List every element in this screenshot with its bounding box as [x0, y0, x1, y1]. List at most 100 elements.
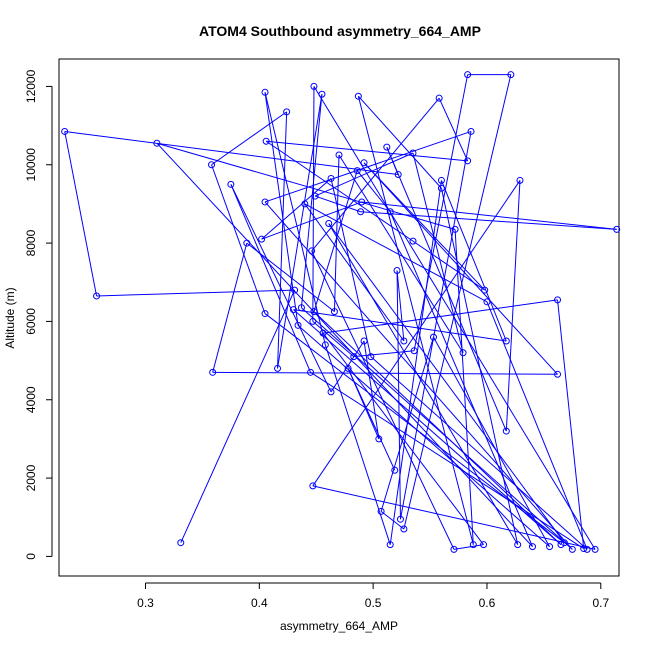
- data-point: [344, 364, 352, 372]
- data-point: [335, 151, 343, 159]
- series-segment: [293, 309, 507, 342]
- series-segment: [265, 140, 414, 242]
- series-points: [61, 71, 621, 553]
- chart-title: ATOM4 Southbound asymmetry_664_AMP: [199, 23, 481, 39]
- series-segment: [333, 154, 340, 312]
- data-point: [177, 539, 185, 547]
- series-segment: [313, 170, 358, 312]
- data-point: [429, 333, 437, 341]
- data-point: [435, 94, 443, 102]
- series-segment: [324, 344, 391, 545]
- data-point: [325, 220, 333, 227]
- data-point: [480, 541, 488, 549]
- data-point: [330, 308, 338, 316]
- series-segment: [261, 201, 362, 240]
- series-segment: [311, 250, 455, 550]
- series-segment: [396, 270, 401, 520]
- series-segment: [347, 368, 396, 471]
- series-segment: [96, 289, 295, 297]
- series-segment: [311, 97, 440, 252]
- data-point: [310, 82, 318, 90]
- series-segment: [403, 74, 512, 530]
- data-point: [321, 341, 329, 349]
- data-point: [514, 541, 522, 549]
- data-point: [467, 127, 475, 135]
- data-point: [568, 545, 576, 553]
- data-point: [386, 541, 394, 549]
- data-point: [243, 239, 251, 247]
- data-point: [450, 545, 458, 553]
- data-point: [289, 306, 297, 314]
- y-tick-label: 2000: [24, 464, 38, 491]
- series-segment: [277, 94, 323, 369]
- data-point: [437, 184, 445, 192]
- series-segment: [266, 140, 468, 162]
- data-point: [350, 353, 358, 361]
- data-point: [580, 545, 588, 553]
- data-point: [258, 235, 266, 243]
- series-segment: [328, 223, 565, 544]
- data-point: [591, 545, 599, 553]
- series-segment: [413, 74, 469, 351]
- series-segment: [440, 180, 507, 342]
- series-segment: [399, 131, 472, 520]
- data-point: [308, 247, 316, 255]
- x-tick-label: 0.3: [137, 596, 154, 610]
- y-tick-label: 4000: [24, 386, 38, 413]
- data-point: [554, 296, 562, 304]
- series-segment: [304, 203, 488, 303]
- series-segment: [389, 211, 533, 547]
- data-point: [208, 161, 216, 169]
- data-point: [297, 304, 305, 312]
- series-segment: [438, 97, 469, 162]
- data-point: [394, 171, 402, 179]
- data-point: [481, 286, 489, 294]
- data-point: [227, 180, 235, 188]
- data-point: [294, 321, 302, 329]
- data-point: [502, 427, 510, 435]
- plot-frame: [58, 58, 620, 577]
- series-segment: [363, 340, 380, 439]
- data-point: [311, 192, 319, 200]
- series-segment: [363, 162, 486, 291]
- series-segment: [363, 162, 558, 375]
- data-point: [410, 347, 418, 355]
- series-segment: [338, 154, 464, 354]
- data-point: [560, 539, 568, 547]
- data-point: [319, 329, 327, 337]
- y-tick-label: 0: [24, 553, 38, 560]
- series-segment: [64, 131, 98, 297]
- data-point: [409, 237, 417, 245]
- data-point: [409, 149, 417, 157]
- y-tick-label: 6000: [24, 308, 38, 335]
- data-point: [464, 71, 472, 79]
- series-segment: [264, 313, 565, 544]
- series-segment: [312, 180, 521, 487]
- data-point: [93, 292, 101, 300]
- series-segment: [314, 152, 414, 197]
- series-segment: [357, 95, 442, 189]
- data-point: [583, 545, 591, 553]
- x-tick-label: 0.5: [365, 596, 382, 610]
- data-point: [400, 337, 408, 345]
- series-segment: [322, 332, 484, 545]
- series-segment: [64, 130, 399, 176]
- series-segment: [396, 270, 405, 342]
- series-segment: [212, 371, 558, 375]
- x-axis-label: asymmetry_664_AMP: [280, 619, 398, 633]
- data-point: [528, 543, 536, 551]
- data-point: [307, 368, 315, 376]
- series-segment: [264, 92, 299, 326]
- data-point: [358, 198, 366, 206]
- y-axis: 0 2000 4000 6000 8000 10000 12000: [24, 69, 53, 560]
- y-axis-label: Altitude (m): [3, 287, 17, 348]
- y-tick-label: 8000: [24, 229, 38, 256]
- series-segment: [300, 94, 323, 308]
- series-segment: [310, 371, 584, 550]
- data-point: [437, 176, 445, 184]
- series-segment: [360, 211, 617, 230]
- data-point: [283, 108, 291, 116]
- data-point: [469, 541, 477, 549]
